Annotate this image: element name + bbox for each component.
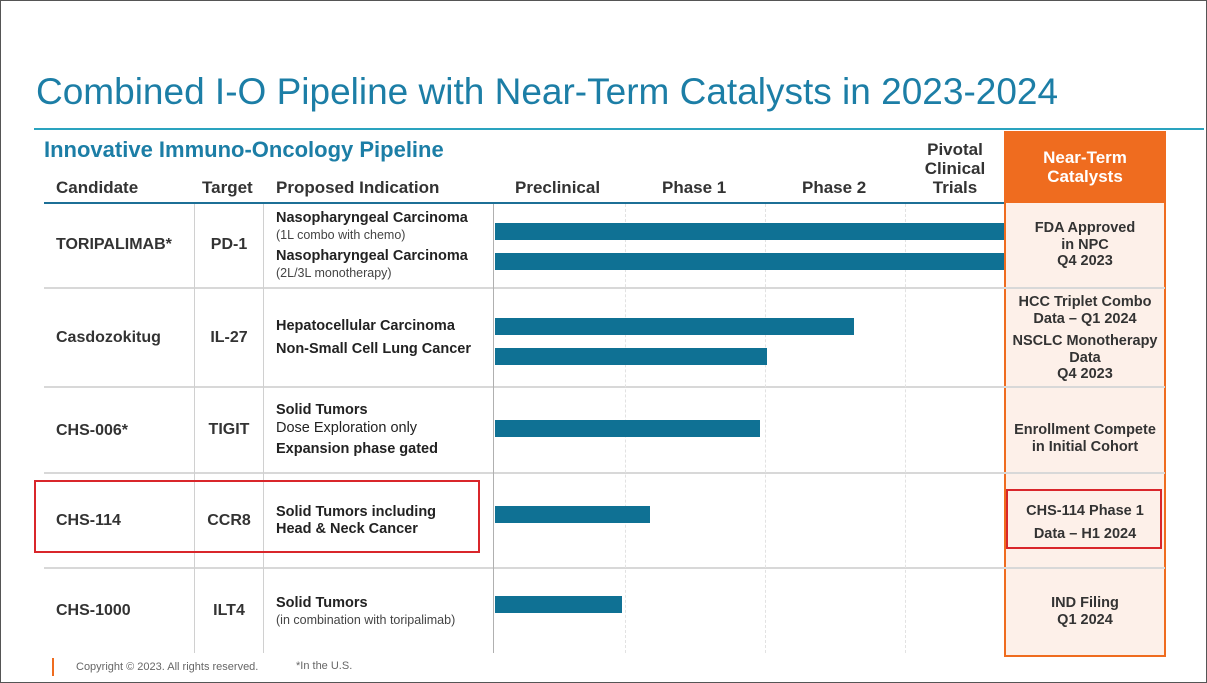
header-pivotal: Pivotal Clinical Trials [914, 140, 996, 197]
pipeline-subtitle: Innovative Immuno-Oncology Pipeline [44, 137, 444, 162]
phase-gridline [905, 204, 907, 653]
header-catalysts-line: Near-Term [1043, 148, 1127, 167]
catalyst-line: IND Filing [1051, 595, 1119, 611]
target-name: ILT4 [213, 602, 245, 619]
progress-bar [495, 596, 622, 613]
catalyst-text: HCC Triplet Combo Data – Q1 2024 NSCLC M… [1006, 294, 1164, 383]
indication-note: (2L/3L monotherapy) [276, 266, 392, 280]
catalyst-line: FDA Approved [1034, 220, 1136, 236]
phase-gridline [765, 204, 767, 653]
catalyst-line: CHS-114 Phase 1 [1026, 503, 1144, 519]
catalyst-line: Q1 2024 [1057, 611, 1113, 628]
title-divider [34, 128, 1204, 130]
indication-name: Non-Small Cell Lung Cancer [276, 341, 471, 357]
indication-name: Solid Tumors [276, 595, 368, 611]
header-pivotal-line: Clinical [924, 159, 986, 178]
target-name: TIGIT [208, 421, 250, 438]
row-divider [44, 386, 1165, 388]
target-name: CCR8 [207, 512, 251, 529]
indication: Solid Tumors (in combination with toripa… [276, 595, 455, 629]
header-preclinical: Preclinical [515, 178, 601, 197]
footer-accent [52, 658, 54, 676]
column-divider [194, 204, 195, 653]
catalyst-text: FDA Approved in NPC Q4 2023 [1006, 220, 1164, 270]
indication: Solid Tumors including Head & Neck Cance… [276, 504, 436, 538]
catalyst-line: in Initial Cohort [1031, 438, 1139, 455]
target-name: IL-27 [210, 329, 248, 346]
catalyst-text: Enrollment Compete in Initial Cohort [1006, 422, 1164, 455]
catalyst-line: Data [1069, 349, 1101, 366]
progress-bar [495, 253, 1004, 270]
slide-title: Combined I-O Pipeline with Near-Term Cat… [36, 71, 1059, 112]
indication: Nasopharyngeal Carcinoma (2L/3L monother… [276, 248, 468, 282]
candidate-name: CHS-1000 [56, 602, 131, 619]
catalyst-line: Data – Q1 2024 [1033, 310, 1137, 327]
row-divider [44, 567, 1165, 569]
header-phase2: Phase 2 [802, 178, 867, 197]
indication-name: Solid Tumors [276, 402, 368, 418]
indication: Hepatocellular Carcinoma [276, 318, 455, 335]
catalyst-text: IND Filing Q1 2024 [1006, 595, 1164, 628]
indication: Non-Small Cell Lung Cancer [276, 341, 471, 358]
progress-bar [495, 420, 760, 437]
indication: Nasopharyngeal Carcinoma (1L combo with … [276, 210, 468, 244]
catalyst-line: Q4 2023 [1057, 253, 1113, 269]
row-divider [44, 287, 1165, 289]
indication-note: (in combination with toripalimab) [276, 613, 456, 627]
header-phase1: Phase 1 [662, 178, 727, 197]
row-divider [44, 472, 1165, 474]
header-target: Target [202, 178, 253, 197]
header-catalysts: Near-Term Catalysts [1004, 131, 1166, 203]
indication-detail: Dose Exploration only [276, 419, 418, 436]
header-pivotal-line: Pivotal [927, 140, 983, 159]
header-pivotal-line: Trials [932, 178, 978, 197]
column-divider [263, 204, 264, 653]
progress-bar [495, 223, 1004, 240]
indication-name: Solid Tumors including [276, 504, 437, 520]
copyright: Copyright © 2023. All rights reserved. [76, 661, 259, 673]
footnote: *In the U.S. [296, 660, 353, 672]
catalyst-line: Q4 2023 [1057, 366, 1113, 382]
indication-name: Nasopharyngeal Carcinoma [276, 248, 468, 264]
catalyst-text: CHS-114 Phase 1 Data – H1 2024 [1006, 500, 1164, 546]
catalyst-line: Enrollment Compete [1014, 422, 1156, 438]
candidate-name: CHS-114 [56, 512, 121, 529]
header-rule [44, 202, 1004, 204]
candidate-name: Casdozokitug [56, 329, 161, 346]
progress-bar [495, 318, 854, 335]
candidate-name: CHS-006* [56, 422, 129, 439]
catalyst-line: HCC Triplet Combo [1018, 294, 1152, 310]
catalyst-line: Data – H1 2024 [1033, 526, 1137, 542]
indication-note: (1L combo with chemo) [276, 228, 406, 242]
header-catalysts-line: Catalysts [1047, 167, 1123, 186]
indication-name: Head & Neck Cancer [276, 521, 418, 537]
catalyst-highlight-box [1006, 489, 1162, 549]
catalyst-line: NSCLC Monotherapy [1012, 333, 1158, 349]
target-name: PD-1 [210, 236, 248, 253]
indication: Solid Tumors Dose Exploration only Expan… [276, 402, 438, 459]
catalyst-column [1004, 131, 1166, 657]
column-divider [493, 204, 494, 653]
progress-bar [495, 348, 767, 365]
highlight-box [34, 480, 480, 553]
header-candidate: Candidate [56, 178, 139, 197]
indication-name: Hepatocellular Carcinoma [276, 318, 455, 334]
candidate-name: TORIPALIMAB* [56, 236, 172, 253]
catalyst-line: in NPC [1061, 236, 1109, 253]
indication-detail: Expansion phase gated [276, 441, 438, 457]
progress-bar [495, 506, 650, 523]
header-indication: Proposed Indication [276, 178, 440, 197]
indication-name: Nasopharyngeal Carcinoma [276, 210, 468, 226]
